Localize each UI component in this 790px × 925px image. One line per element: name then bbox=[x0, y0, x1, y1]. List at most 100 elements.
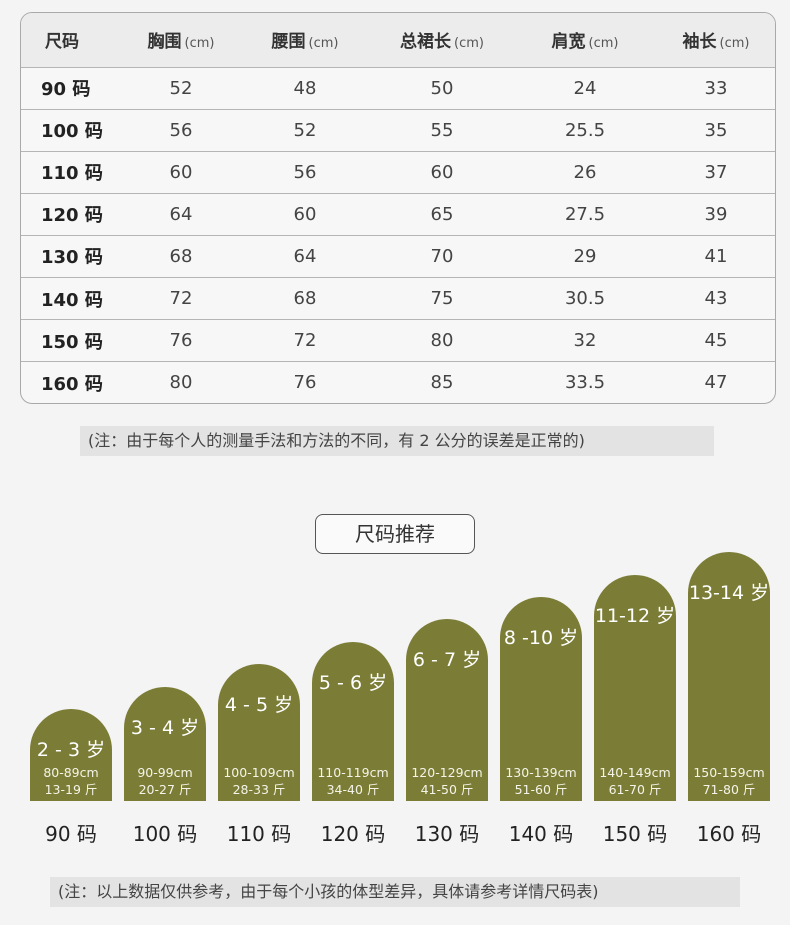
cell-sleeve: 47 bbox=[704, 372, 728, 394]
cell-length: 50 bbox=[430, 77, 454, 99]
cell-length: 85 bbox=[430, 372, 454, 394]
cell-waist: 72 bbox=[293, 330, 317, 352]
bar-weight-range: 28-33 斤 bbox=[232, 781, 286, 797]
bar-size-label: 150 码 bbox=[602, 822, 668, 846]
bar-height-range: 140-149cm bbox=[599, 764, 671, 780]
bar-size-label: 160 码 bbox=[696, 822, 762, 846]
bar: 3 - 4 岁 90-99cm 20-27 斤 bbox=[124, 686, 206, 801]
bar: 8 -10 岁 130-139cm 51-60 斤 bbox=[500, 597, 582, 801]
header-label: 总裙长 bbox=[400, 32, 452, 53]
header-unit: (cm) bbox=[184, 36, 215, 52]
header-unit: (cm) bbox=[588, 36, 619, 52]
table-row: 90 码 52 48 50 24 33 bbox=[21, 67, 775, 109]
cell-chest: 64 bbox=[169, 203, 193, 225]
bar-height-range: 110-119cm bbox=[317, 764, 389, 780]
bar: 6 - 7 岁 120-129cm 41-50 斤 bbox=[406, 619, 488, 801]
table-row: 160 码 80 76 85 33.5 47 bbox=[21, 361, 775, 403]
table-row: 140 码 72 68 75 30.5 43 bbox=[21, 277, 775, 319]
bar-height-range: 100-109cm bbox=[223, 764, 295, 780]
cell-size: 120 码 bbox=[41, 205, 103, 227]
bar-age-label: 11-12 岁 bbox=[594, 604, 676, 627]
table-row: 150 码 76 72 80 32 45 bbox=[21, 319, 775, 362]
bar-age-label: 2 - 3 岁 bbox=[36, 739, 106, 761]
bar-age-label: 6 - 7 岁 bbox=[412, 649, 482, 672]
cell-length: 70 bbox=[430, 245, 454, 267]
bar: 2 - 3 岁 80-89cm 13-19 斤 bbox=[30, 709, 112, 801]
bar-age-label: 4 - 5 岁 bbox=[224, 694, 294, 717]
header-sleeve: 袖长 (cm) bbox=[657, 13, 775, 67]
header-unit: (cm) bbox=[719, 36, 750, 52]
header-label: 胸围 bbox=[147, 32, 182, 53]
bar-size-label: 140 码 bbox=[508, 822, 574, 846]
cell-length: 75 bbox=[430, 288, 454, 310]
table-row: 130 码 68 64 70 29 41 bbox=[21, 235, 775, 277]
cell-sleeve: 37 bbox=[704, 161, 728, 183]
cell-chest: 52 bbox=[169, 77, 193, 99]
bar: 5 - 6 岁 110-119cm 34-40 斤 bbox=[312, 641, 394, 801]
cell-sleeve: 45 bbox=[704, 330, 728, 352]
bar-size-label: 120 码 bbox=[320, 822, 386, 846]
bar-size-label: 130 码 bbox=[414, 822, 480, 846]
bar-size-label: 90 码 bbox=[45, 822, 97, 846]
cell-chest: 76 bbox=[169, 330, 193, 352]
bar-weight-range: 51-60 斤 bbox=[514, 782, 568, 797]
cell-chest: 60 bbox=[169, 161, 193, 183]
bar-age-label: 3 - 4 岁 bbox=[130, 716, 200, 739]
table-row: 110 码 60 56 60 26 37 bbox=[21, 151, 775, 193]
cell-size: 140 码 bbox=[41, 289, 103, 311]
cell-chest: 56 bbox=[169, 119, 193, 141]
cell-waist: 52 bbox=[293, 119, 317, 141]
header-unit: (cm) bbox=[308, 36, 339, 52]
header-unit: (cm) bbox=[454, 36, 484, 52]
bar-weight-range: 34-40 斤 bbox=[326, 781, 380, 797]
cell-size: 90 码 bbox=[41, 79, 91, 101]
cell-size: 100 码 bbox=[41, 121, 103, 143]
bar-weight-range: 20-27 斤 bbox=[138, 781, 192, 797]
table-header-row: 尺码 胸围 (cm) 腰围 (cm) 总裙长 (cm) 肩宽 (cm) 袖长 (cm) bbox=[21, 13, 775, 67]
cell-size: 160 码 bbox=[41, 373, 103, 395]
size-table: 尺码 胸围 (cm) 腰围 (cm) 总裙长 (cm) 肩宽 (cm) 袖长 (cm) 90 码 52… bbox=[20, 12, 776, 404]
bar-height-range: 90-99cm bbox=[137, 764, 193, 780]
bar: 11-12 岁 140-149cm 61-70 斤 bbox=[594, 574, 676, 801]
cell-waist: 48 bbox=[293, 77, 317, 99]
table-row: 100 码 56 52 55 25.5 35 bbox=[21, 109, 775, 151]
bar: 13-14 岁 150-159cm 71-80 斤 bbox=[688, 552, 770, 801]
cell-shoulder: 32 bbox=[573, 330, 597, 352]
cell-shoulder: 26 bbox=[573, 161, 597, 183]
bar-age-label: 13-14 岁 bbox=[688, 582, 770, 605]
header-label: 腰围 bbox=[271, 32, 306, 53]
bar-size-label: 110 码 bbox=[226, 822, 292, 846]
cell-waist: 76 bbox=[293, 372, 317, 394]
bar-weight-range: 41-50 斤 bbox=[420, 781, 474, 797]
cell-sleeve: 33 bbox=[704, 77, 728, 99]
cell-length: 55 bbox=[430, 119, 454, 141]
header-length: 总裙长 (cm) bbox=[371, 13, 513, 67]
bar-weight-range: 71-80 斤 bbox=[702, 781, 756, 797]
cell-sleeve: 39 bbox=[704, 203, 728, 225]
cell-sleeve: 41 bbox=[704, 245, 728, 267]
cell-chest: 72 bbox=[169, 288, 193, 310]
cell-chest: 68 bbox=[169, 245, 193, 267]
bar-height-range: 80-89cm bbox=[43, 765, 99, 780]
cell-waist: 56 bbox=[293, 161, 317, 183]
bar-height-range: 150-159cm bbox=[693, 764, 765, 780]
cell-size: 150 码 bbox=[41, 331, 103, 353]
header-label: 袖长 bbox=[682, 32, 717, 53]
table-row: 120 码 64 60 65 27.5 39 bbox=[21, 193, 775, 235]
bar-age-label: 8 -10 岁 bbox=[503, 627, 579, 649]
cell-waist: 64 bbox=[293, 245, 317, 267]
cell-sleeve: 35 bbox=[704, 119, 728, 141]
bar-weight-range: 61-70 斤 bbox=[608, 781, 662, 797]
bar-size-label: 100 码 bbox=[132, 822, 198, 846]
disclaimer-note: (注：以上数据仅供参考，由于每个小孩的体型差异，具体请参考详情尺码表) bbox=[50, 877, 740, 907]
measurement-note: (注：由于每个人的测量手法和方法的不同，有 2 公分的误差是正常的) bbox=[80, 426, 714, 456]
cell-shoulder: 27.5 bbox=[564, 203, 606, 225]
bar-weight-range: 13-19 斤 bbox=[44, 782, 98, 797]
cell-length: 60 bbox=[430, 161, 454, 183]
cell-size: 130 码 bbox=[41, 247, 103, 269]
header-label: 尺码 bbox=[45, 32, 79, 53]
cell-shoulder: 24 bbox=[573, 77, 597, 99]
cell-chest: 80 bbox=[169, 372, 193, 394]
cell-shoulder: 33.5 bbox=[564, 372, 606, 394]
cell-length: 65 bbox=[430, 203, 454, 225]
